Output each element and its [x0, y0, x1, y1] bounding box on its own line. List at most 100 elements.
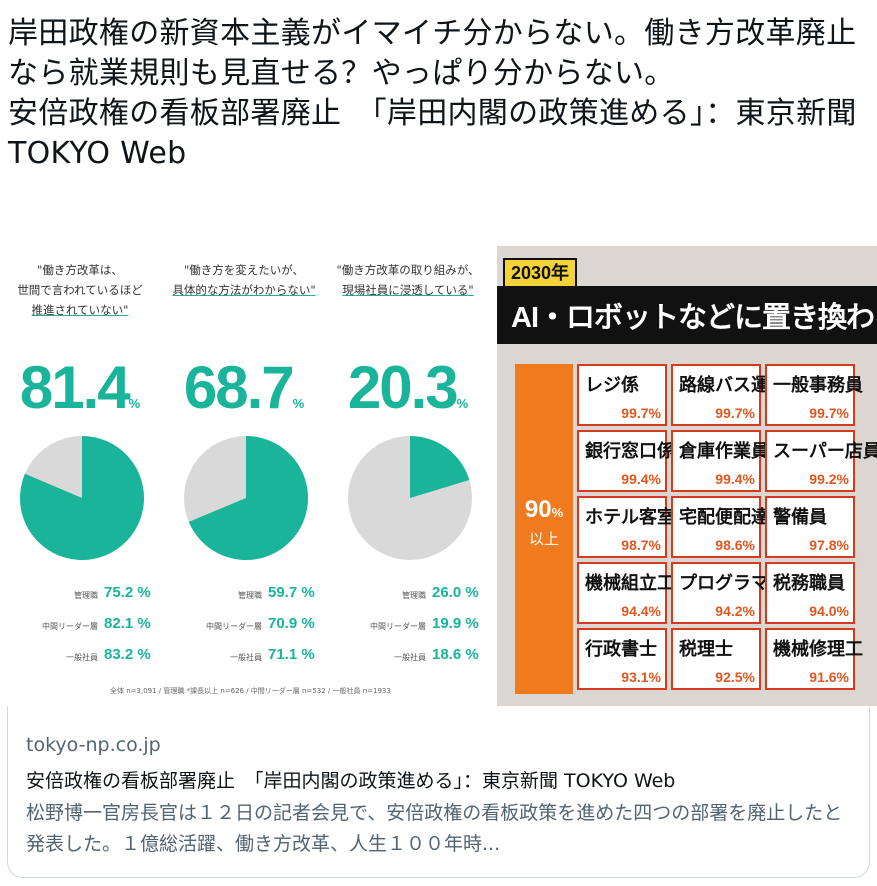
survey-percentage-unit: %	[128, 396, 141, 411]
job-name: 一般事務員	[773, 375, 863, 396]
job-cell: ホテル客室係 98.7%	[577, 496, 693, 558]
link-title[interactable]: 安倍政権の看板部署廃止 「岸田内閣の政策進める」：東京新聞 TOKYO Web	[26, 770, 676, 792]
breakdown-row: 中間リーダー層 70.9 %	[164, 613, 324, 644]
breakdown-label: 管理職	[74, 591, 98, 600]
breakdown-row: 管理職 75.2 %	[0, 582, 160, 613]
job-name: レジ係	[585, 375, 639, 396]
job-name: 警備員	[773, 507, 827, 528]
survey-pie-chart	[184, 436, 308, 560]
job-cell: 宅配便配達員 98.6%	[671, 496, 787, 558]
job-probability: 94.0%	[809, 603, 849, 619]
job-name: ホテル客室係	[585, 507, 693, 528]
job-probability: 93.1%	[621, 669, 661, 685]
threshold-value: 90%	[524, 496, 564, 523]
threshold-column: 90% 以上	[515, 364, 573, 694]
year-tag: 2030年	[503, 258, 578, 288]
job-probability: 94.2%	[715, 603, 755, 619]
breakdown-value: 19.9 %	[432, 615, 479, 632]
job-cell: レジ係 99.7%	[577, 364, 667, 426]
job-name: 機械組立工	[585, 573, 675, 594]
job-cell: 警備員 97.8%	[765, 496, 855, 558]
breakdown-label: 管理職	[402, 591, 426, 600]
job-name: 機械修理工	[773, 639, 863, 660]
breakdown-value: 71.1 %	[268, 646, 315, 663]
job-name: 税理士	[679, 639, 733, 660]
survey-pie-chart	[348, 436, 472, 560]
job-cell: プログラマー 94.2%	[671, 562, 787, 624]
threshold-label: 以上	[528, 530, 559, 548]
survey-percentage-unit: %	[292, 396, 305, 411]
survey-percentage-value: 68.7	[183, 354, 295, 421]
job-cell: 税理士 92.5%	[671, 628, 761, 690]
job-probability: 99.2%	[809, 471, 849, 487]
breakdown-label: 中間リーダー層	[206, 622, 262, 631]
job-probability: 94.4%	[621, 603, 661, 619]
survey-breakdown: 管理職 26.0 % 中間リーダー層 19.9 % 一般社員 18.6 %	[328, 582, 488, 675]
survey-breakdown: 管理職 59.7 % 中間リーダー層 70.9 % 一般社員 71.1 %	[164, 582, 324, 675]
breakdown-label: 一般社員	[66, 653, 98, 662]
breakdown-value: 59.7 %	[268, 584, 315, 601]
breakdown-value: 83.2 %	[104, 646, 151, 663]
breakdown-row: 中間リーダー層 19.9 %	[328, 613, 488, 644]
pie-value-slice	[188, 436, 308, 560]
breakdown-row: 中間リーダー層 82.1 %	[0, 613, 160, 644]
job-name: 税務職員	[773, 573, 845, 594]
job-name: プログラマー	[679, 573, 787, 594]
link-description: 松野博一官房長官は１２日の記者会見で、安倍政権の看板政策を進めた四つの部署を廃止…	[26, 802, 843, 855]
job-name: 宅配便配達員	[679, 507, 787, 528]
survey-pie-chart	[19, 436, 144, 560]
tweet-media[interactable]: 全体 n=3,091 / 管理職 *課長以上 n=626 / 中間リーダー層 n…	[0, 246, 877, 706]
survey-question-line: 現場社員に浸透している"	[342, 283, 474, 297]
breakdown-value: 18.6 %	[432, 646, 479, 663]
breakdown-label: 一般社員	[230, 653, 262, 662]
job-cell: 税務職員 94.0%	[765, 562, 855, 624]
ai-jobs-image[interactable]: 2030年 AI・ロボットなどに置き換わる可能性 90% 以上 レジ係 99.7%…	[497, 246, 877, 706]
job-name: スーパー店員	[773, 441, 877, 462]
job-cell: 倉庫作業員 99.4%	[671, 430, 769, 492]
survey-column: "働き方改革は、 世間で言われているほど 推進されていない" 81.4% 管理職 75.2…	[0, 246, 160, 686]
image-title: AI・ロボットなどに置き換わる可能性	[511, 302, 877, 334]
survey-question-line: "働き方を変えたいが、	[183, 263, 305, 277]
survey-percentage: 81.4%	[0, 358, 160, 434]
job-probability: 99.4%	[621, 471, 661, 487]
survey-percentage: 20.3%	[328, 358, 488, 434]
survey-percentage-value: 20.3	[347, 354, 459, 421]
survey-question: "働き方改革の取り組みが、 現場社員に浸透している"	[328, 260, 488, 300]
job-probability: 92.5%	[715, 669, 755, 685]
breakdown-label: 管理職	[238, 591, 262, 600]
survey-percentage: 68.7%	[164, 358, 324, 434]
survey-question-line: "働き方改革は、	[37, 263, 123, 277]
survey-question-line: "働き方改革の取り組みが、	[336, 263, 480, 277]
survey-percentage-unit: %	[456, 396, 469, 411]
pie-value-slice	[19, 436, 144, 560]
survey-column: "働き方を変えたいが、 具体的な方法がわからない" 68.7% 管理職 59.7 % 中間…	[164, 246, 324, 686]
breakdown-row: 一般社員 83.2 %	[0, 644, 160, 675]
link-preview-card[interactable]: tokyo-np.co.jp 安倍政権の看板部署廃止 「岸田内閣の政策進める」：…	[7, 706, 870, 878]
job-probability: 99.7%	[715, 405, 755, 421]
survey-question-line: 世間で言われているほど	[17, 283, 143, 297]
breakdown-row: 一般社員 71.1 %	[164, 644, 324, 675]
survey-question-line: 具体的な方法がわからない"	[172, 283, 316, 297]
survey-column: "働き方改革の取り組みが、 現場社員に浸透している" 20.3% 管理職 26.0 % 中…	[328, 246, 488, 686]
job-probability: 91.6%	[809, 669, 849, 685]
job-name: 倉庫作業員	[679, 441, 769, 462]
job-probability: 97.8%	[809, 537, 849, 553]
survey-footnote: 全体 n=3,091 / 管理職 *課長以上 n=626 / 中間リーダー層 n…	[110, 687, 391, 695]
job-probability: 98.7%	[621, 537, 661, 553]
breakdown-row: 一般社員 18.6 %	[328, 644, 488, 675]
pie-value-slice	[410, 436, 470, 498]
job-cell: 路線バス運転者 99.7%	[671, 364, 805, 426]
breakdown-label: 中間リーダー層	[42, 622, 98, 631]
breakdown-value: 70.9 %	[268, 615, 315, 632]
breakdown-label: 一般社員	[394, 653, 426, 662]
breakdown-value: 26.0 %	[432, 584, 479, 601]
tweet-text: 岸田政権の新資本主義がイマイチ分からない。働き方改革廃止なら就業規則も見直せる？…	[8, 16, 857, 171]
job-name: 行政書士	[585, 639, 657, 660]
job-cell: 一般事務員 99.7%	[765, 364, 863, 426]
survey-question: "働き方改革は、 世間で言われているほど 推進されていない"	[0, 260, 160, 320]
survey-percentage-value: 81.4	[19, 354, 131, 421]
survey-image[interactable]: 全体 n=3,091 / 管理職 *課長以上 n=626 / 中間リーダー層 n…	[0, 246, 494, 706]
job-probability: 98.6%	[715, 537, 755, 553]
job-cell: スーパー店員 99.2%	[765, 430, 877, 492]
link-domain: tokyo-np.co.jp	[26, 734, 161, 756]
